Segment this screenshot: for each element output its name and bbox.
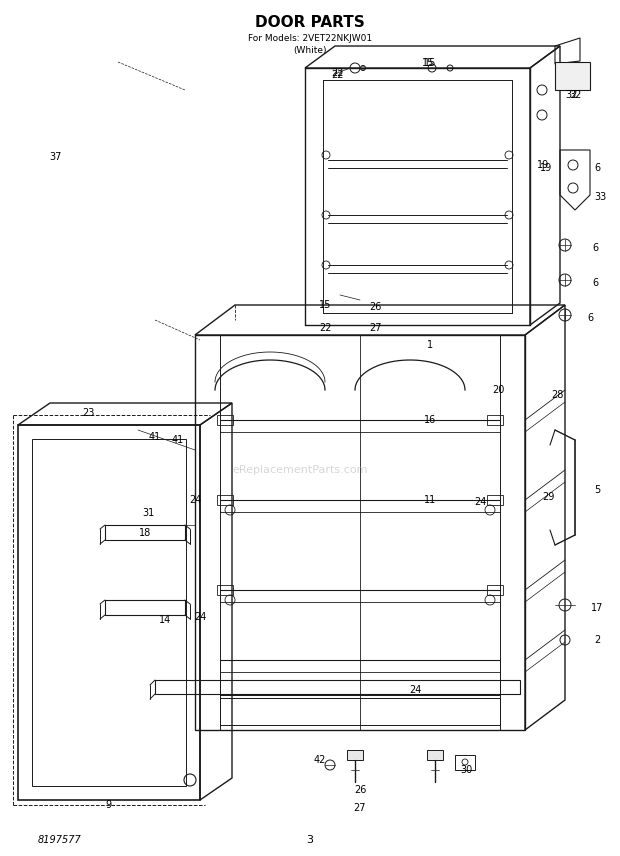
Text: 6: 6 <box>594 163 600 173</box>
Text: 15: 15 <box>319 300 331 310</box>
Text: 22: 22 <box>332 70 344 80</box>
Text: 33: 33 <box>594 192 606 202</box>
Circle shape <box>360 66 366 70</box>
Text: 28: 28 <box>551 390 563 400</box>
Text: 24: 24 <box>194 612 206 622</box>
Text: 26: 26 <box>354 785 366 795</box>
Text: 29: 29 <box>542 492 554 502</box>
Text: 27: 27 <box>354 803 366 813</box>
Text: 42: 42 <box>314 755 326 765</box>
Polygon shape <box>427 750 443 760</box>
Text: 37: 37 <box>49 152 61 162</box>
Text: 11: 11 <box>424 495 436 505</box>
Text: 9: 9 <box>105 800 111 810</box>
Text: 24: 24 <box>474 497 486 507</box>
Text: 27: 27 <box>369 323 381 333</box>
Polygon shape <box>347 750 363 760</box>
Text: 41: 41 <box>149 432 161 442</box>
Text: 32: 32 <box>566 90 578 100</box>
Text: 31: 31 <box>142 508 154 518</box>
Text: 6: 6 <box>592 278 598 288</box>
Text: eReplacementParts.com: eReplacementParts.com <box>232 465 368 475</box>
Text: 41: 41 <box>172 435 184 445</box>
Text: For Models: 2VET22NKJW01: For Models: 2VET22NKJW01 <box>248 33 372 43</box>
Text: 23: 23 <box>82 408 94 418</box>
Text: 1: 1 <box>427 340 433 350</box>
Text: 17: 17 <box>591 603 603 613</box>
Text: 16: 16 <box>424 415 436 425</box>
Text: 3: 3 <box>306 835 314 845</box>
Text: 30: 30 <box>460 765 472 775</box>
Text: 2: 2 <box>594 635 600 645</box>
Text: 22: 22 <box>332 68 344 78</box>
Text: 24: 24 <box>189 495 201 505</box>
Text: 24: 24 <box>409 685 421 695</box>
Text: 26: 26 <box>369 302 381 312</box>
Text: 20: 20 <box>492 385 504 395</box>
Text: 15: 15 <box>424 58 436 68</box>
Text: DOOR PARTS: DOOR PARTS <box>255 15 365 29</box>
Text: 6: 6 <box>592 243 598 253</box>
Text: 15: 15 <box>422 58 434 68</box>
Text: 5: 5 <box>594 485 600 495</box>
Text: 19: 19 <box>537 160 549 170</box>
Text: 22: 22 <box>319 323 331 333</box>
Text: (White): (White) <box>293 45 327 55</box>
Text: 32: 32 <box>569 90 581 100</box>
Text: 14: 14 <box>159 615 171 625</box>
Text: 18: 18 <box>139 528 151 538</box>
Text: 19: 19 <box>540 163 552 173</box>
Text: 6: 6 <box>587 313 593 323</box>
Text: 8197577: 8197577 <box>38 835 82 845</box>
Polygon shape <box>555 62 590 90</box>
